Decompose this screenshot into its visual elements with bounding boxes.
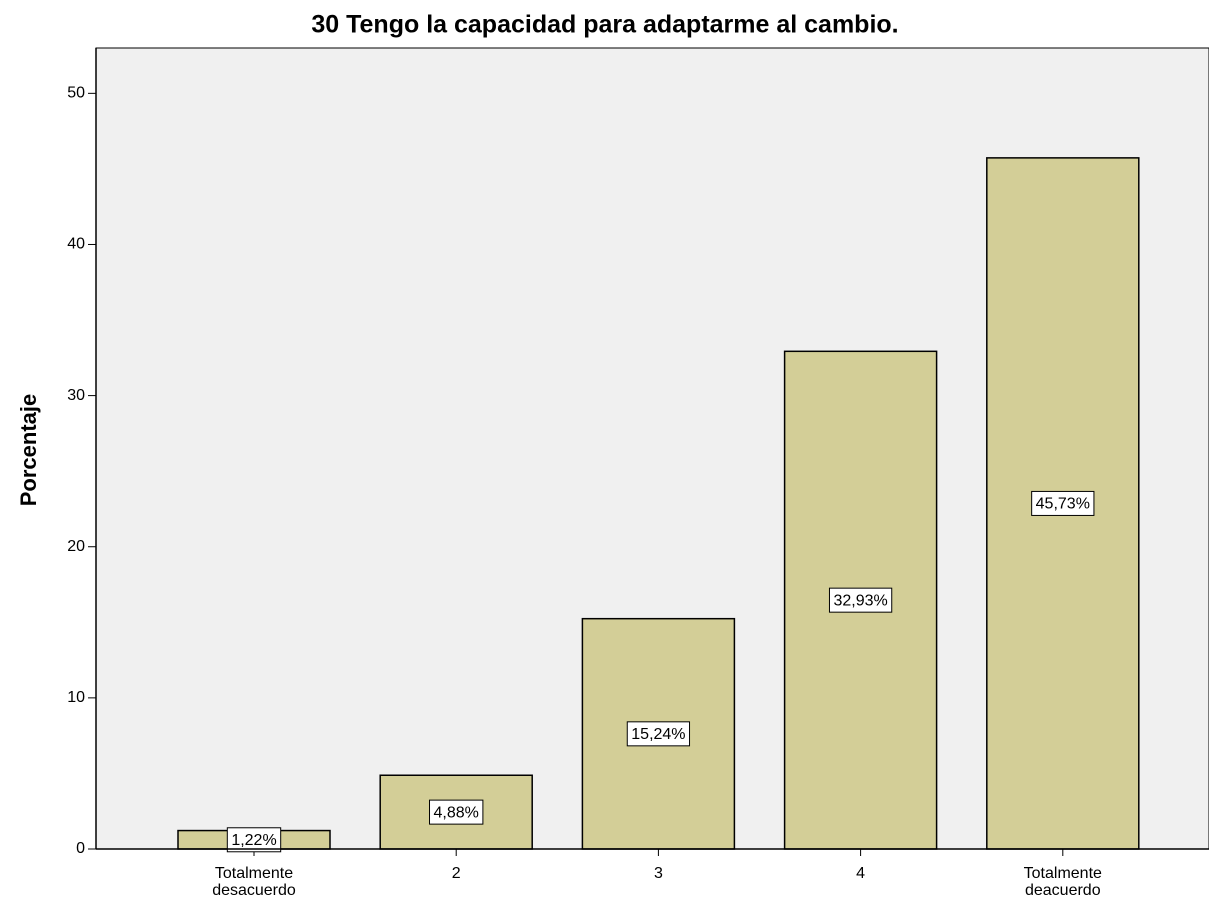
value-label-box (626, 721, 691, 747)
x-tick-label: Totalmente deacuerdo (1023, 865, 1102, 899)
x-tick-label: 3 (653, 865, 663, 882)
y-tick-label: 40 (67, 236, 85, 253)
y-tick-label: 10 (67, 689, 85, 706)
value-label: 1,22% (231, 832, 276, 849)
value-label-box (429, 799, 484, 825)
value-label-box (828, 587, 893, 613)
y-tick-label: 20 (67, 538, 85, 555)
value-label: 32,93% (833, 592, 887, 609)
y-axis-title: Porcentaje (16, 394, 41, 507)
value-label: 15,24% (631, 726, 685, 743)
value-label-box (226, 827, 282, 853)
x-tick-label: 2 (451, 865, 461, 882)
y-tick-label: 0 (76, 840, 85, 857)
y-tick-label: 50 (67, 85, 85, 102)
y-tick-label: 30 (67, 387, 85, 404)
x-tick-label: 4 (856, 865, 866, 882)
value-label: 4,88% (434, 804, 479, 821)
value-label-box (1031, 490, 1095, 516)
x-tick-label: Totalmente desacuerdo (212, 865, 296, 899)
chart-title: 30 Tengo la capacidad para adaptarme al … (311, 11, 898, 39)
bar (986, 157, 1140, 850)
value-label: 45,73% (1036, 496, 1090, 513)
